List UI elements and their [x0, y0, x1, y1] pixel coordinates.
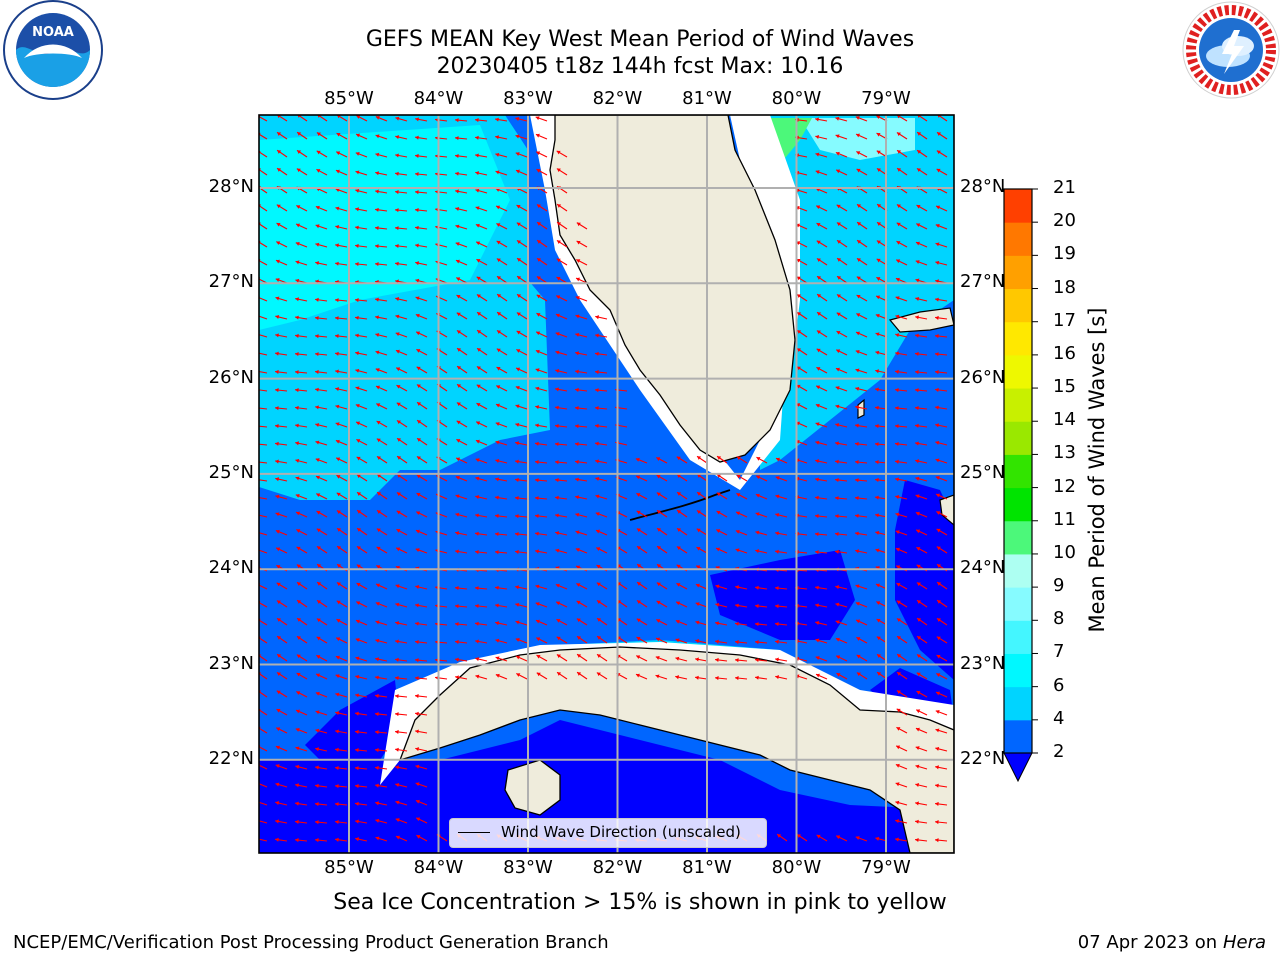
- lon-label-top: 81°W: [682, 88, 732, 109]
- colorbar-bin: [1004, 454, 1032, 489]
- lat-label-left: 22°N: [208, 747, 254, 769]
- map-frame: [258, 114, 955, 854]
- lat-label-left: 26°N: [208, 366, 254, 388]
- colorbar-tick-label: 18: [1053, 276, 1076, 298]
- colorbar-tick-label: 6: [1053, 674, 1065, 696]
- colorbar-tick-label: 8: [1053, 608, 1065, 630]
- lon-label-bottom: 82°W: [592, 857, 643, 878]
- lon-label-top: 79°W: [861, 88, 911, 109]
- colorbar-tick-label: 7: [1053, 641, 1065, 663]
- lat-label-right: 22°N: [960, 747, 1006, 769]
- colorbar-tick-label: 10: [1053, 541, 1076, 563]
- lat-label-left: 28°N: [208, 176, 254, 197]
- noaa-logo-text: NOAA: [32, 25, 74, 40]
- colorbar-bin: [1004, 321, 1032, 356]
- land-bimini: [857, 398, 865, 419]
- colorbar-tick-label: 16: [1053, 342, 1076, 364]
- footer-date-text: 07 Apr 2023 on: [1077, 932, 1223, 953]
- footer-date: 07 Apr 2023 on Hera: [1078, 932, 1266, 953]
- colorbar-bin: [1004, 421, 1032, 455]
- noaa-logo-icon: NOAA: [3, 0, 103, 100]
- lon-label-bottom: 79°W: [861, 857, 911, 878]
- map-legend: Wind Wave Direction (unscaled): [449, 818, 767, 848]
- colorbar-bin: [1004, 520, 1032, 555]
- colorbar-tick-label: 21: [1053, 177, 1076, 198]
- lat-label-left: 27°N: [208, 271, 254, 293]
- colorbar-frame: [1003, 188, 1033, 754]
- colorbar-bin: [1004, 653, 1032, 688]
- footer-branch: NCEP/EMC/Verification Post Processing Pr…: [13, 932, 609, 953]
- colorbar-bin: [1004, 719, 1032, 754]
- colorbar-tick-label: 4: [1053, 707, 1065, 729]
- colorbar-bin: [1004, 288, 1032, 323]
- legend-label: Wind Wave Direction (unscaled): [501, 823, 741, 841]
- colorbar-bin: [1004, 255, 1032, 290]
- sea-ice-caption: Sea Ice Concentration > 15% is shown in …: [333, 890, 947, 915]
- map-gridlines: [259, 115, 954, 853]
- land-isla-juventud: [504, 759, 561, 816]
- colorbar-bin: [1004, 587, 1032, 621]
- lon-label-top: 82°W: [592, 88, 643, 109]
- colorbar-tick-label: 14: [1053, 409, 1076, 431]
- colorbar-bin: [1004, 222, 1032, 256]
- land-bahamas-andros: [939, 494, 954, 526]
- lon-label-top: 83°W: [503, 88, 553, 109]
- ocean-period-under-2-west-cuba: [305, 680, 400, 770]
- colorbar-bin: [1004, 487, 1032, 522]
- land-bahamas-north: [888, 307, 954, 333]
- wind-wave-arrows: [259, 115, 948, 843]
- colorbar-tick-label: 12: [1053, 475, 1076, 497]
- lat-label-right: 26°N: [960, 366, 1006, 388]
- lon-label-bottom: 84°W: [413, 857, 464, 878]
- colorbar-tick-label: 9: [1053, 575, 1065, 597]
- lat-label-left: 24°N: [208, 557, 254, 579]
- lat-label-right: 27°N: [960, 271, 1006, 293]
- lat-label-right: 25°N: [960, 461, 1006, 483]
- land-florida: [549, 115, 796, 463]
- lon-label-top: 80°W: [771, 88, 822, 109]
- lat-label-left: 25°N: [208, 461, 254, 483]
- lat-label-left: 23°N: [208, 652, 254, 674]
- colorbar-bin: [1004, 388, 1032, 422]
- lat-label-right: 24°N: [960, 557, 1006, 579]
- legend-line-icon: [458, 832, 490, 833]
- lon-label-bottom: 80°W: [771, 857, 822, 878]
- nws-logo-icon: [1182, 1, 1280, 99]
- lat-label-right: 23°N: [960, 652, 1006, 674]
- land-florida-keys: [629, 489, 731, 521]
- chart-title: GEFS MEAN Key West Mean Period of Wind W…: [365, 27, 915, 52]
- colorbar-tick-label: 2: [1053, 741, 1065, 762]
- colorbar: [1003, 188, 1038, 783]
- colorbar-bin: [1004, 354, 1032, 389]
- ocean-period-under-2-straits: [710, 550, 855, 640]
- colorbar-tick-label: 15: [1053, 376, 1076, 398]
- land-cuba: [398, 646, 954, 853]
- ocean-period-4-6-atlantic: [760, 115, 954, 470]
- colorbar-under-extend: [1003, 752, 1033, 783]
- lon-label-bottom: 85°W: [324, 857, 374, 878]
- colorbar-tick-label: 11: [1053, 508, 1076, 530]
- colorbar-tick-label: 13: [1053, 442, 1076, 464]
- lat-label-right: 28°N: [960, 176, 1006, 197]
- colorbar-bin: [1004, 189, 1032, 223]
- lon-label-bottom: 81°W: [682, 857, 732, 878]
- colorbar-label: Mean Period of Wind Waves [s]: [1085, 307, 1109, 633]
- ocean-period-6-7-gulf: [259, 125, 510, 330]
- chart-subtitle: 20230405 t18z 144h fcst Max: 10.16: [436, 54, 844, 79]
- lon-label-bottom: 83°W: [503, 857, 553, 878]
- colorbar-bin: [1004, 553, 1032, 588]
- ocean-period-under-2-south: [259, 720, 954, 853]
- lon-label-top: 84°W: [413, 88, 464, 109]
- lon-label-top: 85°W: [324, 88, 374, 109]
- footer-host: Hera: [1222, 932, 1266, 953]
- colorbar-tick-label: 17: [1053, 309, 1076, 331]
- colorbar-tick-label: 20: [1053, 210, 1076, 232]
- colorbar-bin: [1004, 686, 1032, 721]
- colorbar-bin: [1004, 620, 1032, 654]
- colorbar-tick-label: 19: [1053, 243, 1076, 265]
- map-field: [259, 115, 954, 853]
